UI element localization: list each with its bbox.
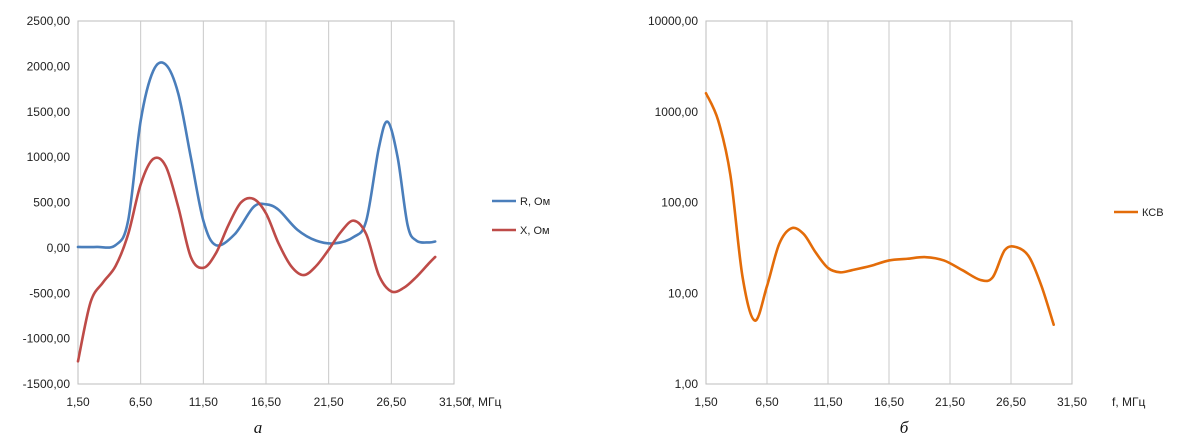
x-axis-label: f, МГц [1112,395,1145,409]
y-tick-label: 1000,00 [655,105,699,119]
x-tick-label: 16,50 [251,395,281,409]
y-tick-label: 10,00 [668,286,698,300]
x-tick-label: 6,50 [755,395,779,409]
x-tick-label: 26,50 [996,395,1026,409]
x-tick-label: 21,50 [314,395,344,409]
x-tick-label: 31,50 [439,395,469,409]
y-tick-label: 2500,00 [27,14,71,28]
x-tick-label: 31,50 [1057,395,1087,409]
panel-label: а [254,418,263,436]
series-line-1 [704,91,1055,327]
y-tick-label: 0,00 [47,241,71,255]
chart-panel-a: 1,50 6,50 11,50 16,50 21,50 26,50 31,50 -1500,0… [23,14,551,436]
y-tick-label: 2000,00 [27,59,71,73]
y-tick-label: -500,00 [29,286,70,300]
legend-label: X, Ом [520,225,550,237]
x-tick-label: 16,50 [874,395,904,409]
series-line-2 [76,156,437,363]
y-tick-label: 1500,00 [27,105,71,119]
y-tick-label: -1000,00 [23,332,71,346]
legend-label: R, Ом [520,196,550,208]
x-tick-label: 1,50 [694,395,718,409]
y-tick-label: -1500,00 [23,377,71,391]
chart-panel-b: 1,50 6,50 11,50 16,50 21,50 26,50 31,50 1,00 10,… [648,14,1164,436]
panel-label: б [900,418,909,436]
y-tick-label: 500,00 [33,196,70,210]
x-tick-label: 1,50 [66,395,90,409]
y-tick-label: 1000,00 [27,150,71,164]
legend-label: КСВ [1142,207,1164,219]
x-tick-label: 21,50 [935,395,965,409]
x-tick-label: 11,50 [813,395,842,409]
x-axis-label: f, МГц [468,395,501,409]
y-tick-label: 10000,00 [648,14,698,28]
y-tick-label: 100,00 [661,196,698,210]
x-tick-label: 11,50 [189,395,218,409]
x-tick-label: 6,50 [129,395,153,409]
x-tick-label: 26,50 [376,395,406,409]
series-line-1 [76,61,437,249]
y-tick-label: 1,00 [675,377,699,391]
